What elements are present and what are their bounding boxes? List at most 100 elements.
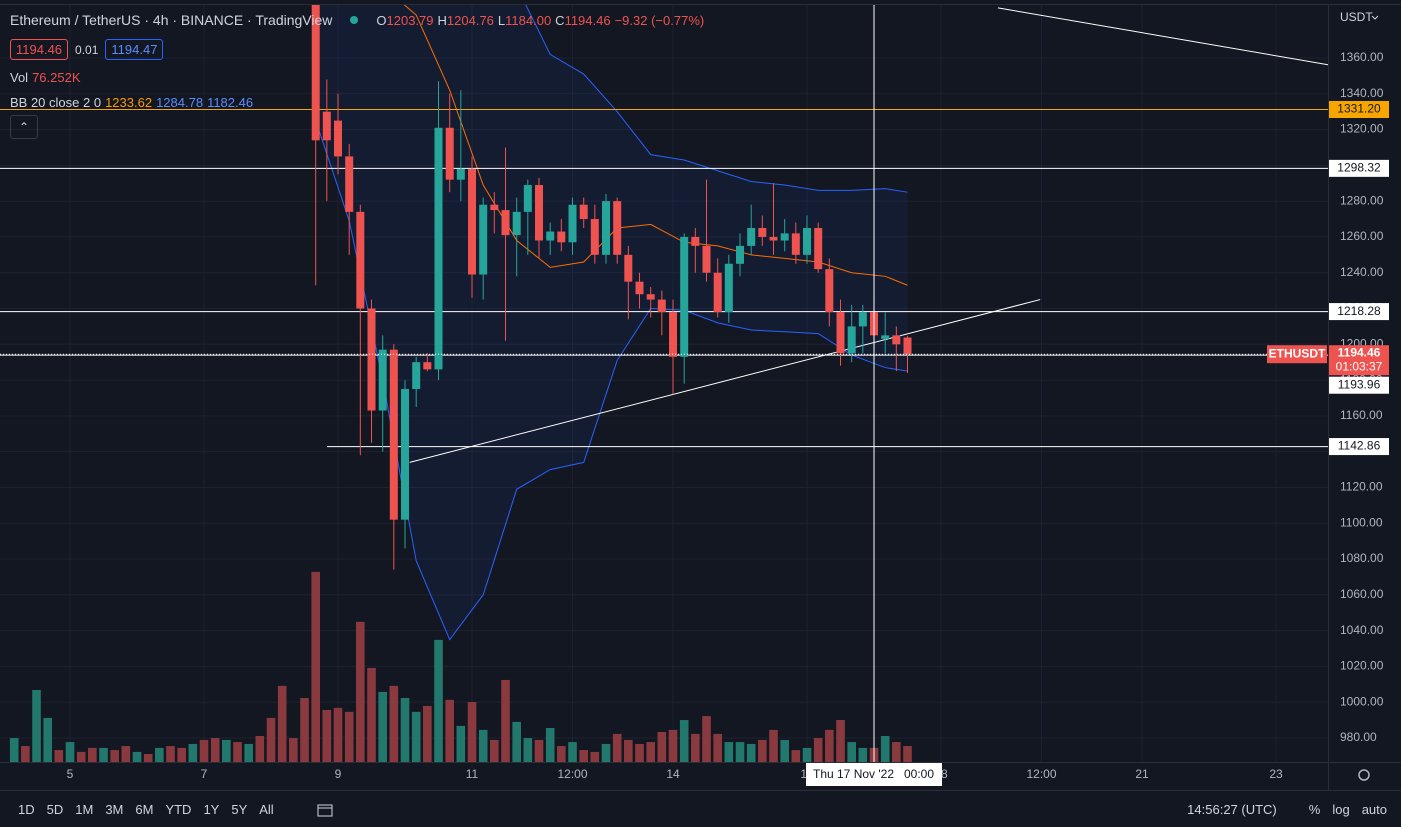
- range-button[interactable]: All: [259, 802, 274, 817]
- volume-bar: [266, 717, 276, 762]
- bid[interactable]: 1194.46: [10, 39, 69, 60]
- scale-option[interactable]: auto: [1361, 802, 1387, 817]
- volume-bar: [277, 685, 287, 762]
- level-tag: [1329, 438, 1389, 456]
- range-buttons: 1D 5D 1M 3M 6M YTD 1Y 5Y All: [12, 802, 280, 817]
- x-tick-label: 11: [466, 767, 479, 781]
- volume-bar: [255, 735, 265, 762]
- range-button[interactable]: 1M: [75, 802, 94, 817]
- level-tag-label: 1298.32: [1337, 161, 1381, 175]
- candle-body: [825, 269, 834, 313]
- volume-bar: [847, 742, 856, 762]
- candle-body: [702, 245, 711, 273]
- grid: [0, 5, 1328, 762]
- volume-bar: [367, 667, 376, 762]
- candle-body: [903, 337, 912, 355]
- x-tick-label: 23: [1269, 767, 1283, 781]
- y-tick-label: 1360.00: [1340, 50, 1384, 64]
- level-tag-label: 1142.86: [1338, 439, 1381, 453]
- candle-body: [657, 299, 666, 313]
- volume-bar: [88, 747, 97, 762]
- settings-icon[interactable]: [1358, 769, 1370, 781]
- ohlc-key: H: [437, 12, 447, 28]
- ask[interactable]: 1194.47: [105, 39, 164, 60]
- volume-bar: [612, 733, 622, 762]
- volume-bar: [400, 698, 410, 762]
- volume-bar: [791, 750, 801, 762]
- bb-lower: [315, 120, 908, 641]
- candle-body: [747, 227, 756, 246]
- volume-bar: [601, 743, 611, 762]
- level-tag-label: 1331.20: [1337, 102, 1381, 116]
- candle-body: [758, 227, 767, 237]
- volume-bar: [735, 742, 745, 762]
- volume-bar: [76, 751, 86, 762]
- candle-body: [401, 389, 410, 520]
- range-button[interactable]: 1Y: [203, 802, 220, 817]
- volume-bar: [389, 685, 399, 762]
- candle-body: [613, 201, 622, 255]
- volume-bar: [344, 711, 354, 762]
- candle-body: [780, 233, 789, 241]
- volume-bar: [590, 751, 600, 762]
- range-button[interactable]: 5Y: [231, 802, 248, 817]
- currency-chevron: [1371, 15, 1379, 20]
- volume-bar: [199, 739, 209, 762]
- volume-bar: [657, 731, 667, 762]
- volume-bar: [244, 743, 254, 762]
- volume-bar: [423, 705, 432, 762]
- y-tick-label: 1160.00: [1340, 408, 1383, 422]
- volume-bar: [579, 750, 589, 762]
- volume-bar: [557, 746, 566, 762]
- volume-bar: [478, 729, 488, 762]
- date-range-icon[interactable]: [316, 802, 334, 818]
- clock[interactable]: 14:56:27 (UTC): [1187, 802, 1277, 817]
- candle-body: [836, 312, 845, 354]
- bb-upper: 1284.78: [156, 95, 204, 110]
- y-tick-label: 980.00: [1340, 730, 1377, 744]
- currency[interactable]: USDT: [1340, 10, 1373, 24]
- candle-body: [680, 236, 689, 357]
- symbol-tag: [1267, 345, 1327, 364]
- bottom-toolbar: 1D 5D 1M 3M 6M YTD 1Y 5Y All 14:56:27 (UTC) % log…: [0, 790, 1401, 827]
- ohlc-value: 1204.76: [446, 12, 494, 28]
- volume-bar: [903, 746, 912, 762]
- x-tick-label: 12:00: [1026, 767, 1056, 781]
- candle-body: [769, 236, 778, 241]
- candle-body: [311, 5, 320, 141]
- crosshair-tag: [806, 763, 943, 786]
- volume-bar: [523, 738, 533, 762]
- volume-bar: [892, 742, 901, 762]
- ohlc-value: 1184.00: [505, 12, 552, 28]
- y-tick-label: 1340.00: [1340, 86, 1384, 100]
- volume-bar: [646, 742, 656, 762]
- level-tag-label: 1218.28: [1337, 304, 1381, 318]
- scale-option[interactable]: %: [1308, 802, 1321, 817]
- volume-legend: Vol 76.252K: [10, 70, 81, 85]
- volume-bar: [802, 747, 812, 762]
- x-tick-label: 9: [335, 767, 342, 781]
- volume-bar: [177, 747, 187, 762]
- trend-line: [409, 299, 1041, 463]
- range-button[interactable]: 5D: [46, 802, 64, 817]
- candle-body: [568, 204, 577, 243]
- candle-body: [847, 326, 856, 354]
- range-button[interactable]: 3M: [105, 802, 124, 817]
- volume-bar: [825, 729, 834, 762]
- volume-bar: [322, 709, 332, 762]
- scale-option[interactable]: log: [1332, 802, 1350, 817]
- volume-bar: [378, 691, 388, 762]
- volume-bar: [434, 639, 443, 762]
- volume-bar: [99, 747, 108, 762]
- symbol-tag-label: ETHUSDT: [1269, 346, 1326, 360]
- candle-body: [579, 204, 588, 220]
- volume-bar: [43, 717, 53, 762]
- spread: 0.01: [75, 42, 99, 57]
- x-tick-label: 5: [67, 767, 74, 781]
- volume-bar: [166, 746, 175, 762]
- range-button[interactable]: 6M: [135, 802, 154, 817]
- ohlc-key: L: [497, 12, 506, 28]
- range-button[interactable]: YTD: [165, 802, 192, 817]
- collapse-button[interactable]: ⌃: [10, 115, 38, 139]
- range-button[interactable]: 1D: [18, 802, 35, 817]
